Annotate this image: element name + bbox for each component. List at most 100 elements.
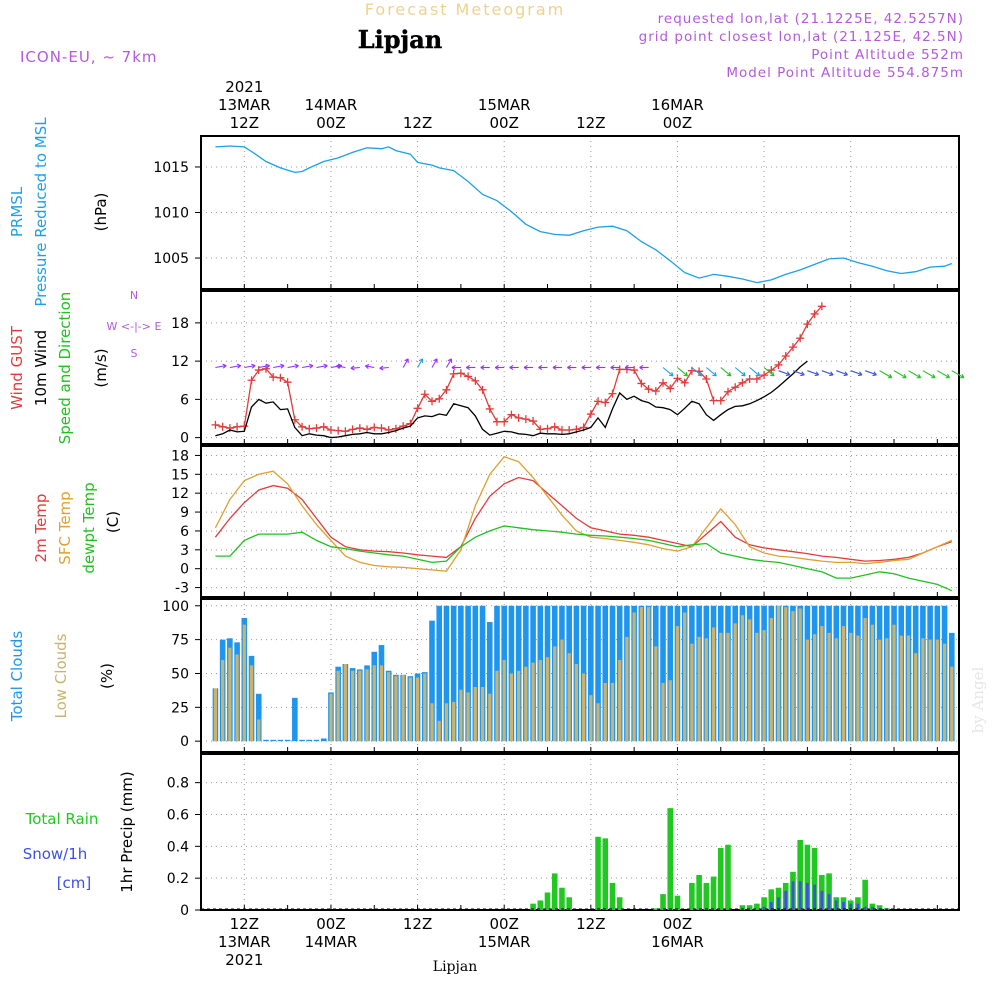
- bottom-axis-label: 13MAR: [218, 933, 271, 951]
- cloud-total-bar: [667, 605, 674, 742]
- gust-marker: [456, 369, 465, 378]
- rain-bar: [566, 897, 572, 910]
- cloud-low-bar: [336, 670, 340, 742]
- rain-bar: [717, 847, 724, 910]
- sfc-label: SFC Temp: [56, 491, 74, 564]
- rain-bar: [746, 905, 753, 910]
- snow-bar: [784, 890, 788, 910]
- wind-arrow: [417, 358, 424, 368]
- gust-marker: [709, 396, 718, 405]
- wind-arrow: [836, 370, 848, 376]
- cloud-total-bar: [580, 605, 587, 742]
- gust-marker: [312, 424, 321, 433]
- cloud-low-bar: [545, 657, 550, 742]
- gust-marker: [774, 360, 783, 369]
- pressure-label-long: Pressure Reduced to MSL: [32, 117, 50, 307]
- wind-arrow-head: [433, 358, 438, 363]
- cloud-low-bar: [769, 617, 773, 742]
- cloud-low-bar: [473, 687, 477, 742]
- gust-marker: [485, 404, 494, 413]
- wind-arrow: [215, 365, 227, 369]
- gust-marker: [420, 390, 429, 399]
- gust-marker: [319, 422, 328, 431]
- gust-marker: [659, 378, 668, 387]
- gust-marker: [594, 397, 603, 406]
- gust-marker: [738, 378, 747, 387]
- cloud-low-bar: [921, 638, 925, 742]
- wind-arrow: [720, 367, 732, 377]
- gust-marker: [334, 426, 343, 435]
- wind-arrow: [301, 365, 313, 369]
- y-tick-label: 15: [171, 467, 189, 483]
- cloud-low-bar: [791, 611, 795, 742]
- wind-arrow-head: [741, 371, 746, 377]
- y-tick-label: 0: [180, 734, 189, 750]
- wind-arrow-head: [294, 363, 299, 369]
- cloud-low-bar: [632, 612, 636, 742]
- cloud-low-bar: [625, 636, 629, 742]
- y-tick-label: 50: [171, 666, 189, 682]
- series-line-1: [215, 145, 953, 284]
- cloud-low-bar: [863, 617, 867, 742]
- rain-bar: [768, 889, 775, 910]
- cloud-low-bar: [711, 627, 716, 742]
- cloud-low-bar: [892, 624, 896, 742]
- cloud-total-bar: [284, 739, 291, 742]
- cloud-low-bar: [444, 703, 449, 742]
- rain-label: Total Rain: [25, 810, 99, 828]
- gust-marker: [521, 415, 530, 424]
- cloud-total-bar: [609, 605, 616, 742]
- y-tick-label: 1005: [153, 251, 189, 267]
- snow-bar: [806, 882, 809, 910]
- gust-marker: [507, 410, 516, 419]
- wind-arrow: [379, 366, 389, 369]
- gust-marker: [760, 371, 769, 380]
- cloud-low-bar: [654, 646, 658, 742]
- cloud-low-bar: [524, 666, 528, 742]
- snow-bar: [834, 900, 838, 910]
- gust-marker: [435, 394, 444, 403]
- cloud-low-bar: [553, 646, 557, 742]
- y-tick-label: 6: [180, 524, 189, 540]
- wind-arrow-head: [829, 371, 834, 377]
- cloud-total-bar: [306, 739, 313, 742]
- wind-arrow: [807, 370, 819, 376]
- bottom-axis-label: 12Z: [230, 915, 259, 933]
- gust-marker: [557, 425, 566, 434]
- wind-arrow-head: [494, 364, 499, 371]
- gust-marker: [680, 378, 689, 387]
- wind-arrow: [445, 358, 452, 368]
- wind-arrow: [951, 370, 965, 379]
- gust-marker: [731, 383, 740, 392]
- y-tick-label: 0.8: [167, 776, 189, 792]
- cloud-low-bar: [755, 632, 759, 742]
- wind-arrow: [336, 365, 346, 369]
- wind-arrow-head: [872, 371, 877, 377]
- gust-marker: [796, 334, 805, 343]
- cloud-low-bar: [726, 632, 730, 742]
- rain-bar: [862, 879, 868, 910]
- cloud-low-bar: [351, 670, 355, 742]
- snow-bar: [863, 906, 867, 910]
- cloud-low-bar: [589, 695, 593, 742]
- pressure-unit: (hPa): [92, 193, 110, 232]
- gust-marker: [716, 396, 725, 405]
- rain-bar: [616, 897, 623, 910]
- rain-bar: [725, 844, 731, 910]
- wind-arrow-head: [785, 371, 791, 377]
- gust-marker: [817, 302, 826, 311]
- dew-label: dewpt Temp: [80, 482, 98, 573]
- wind-arrow-head: [538, 364, 543, 371]
- y-tick-label: 12: [171, 354, 189, 370]
- rain-bar: [876, 905, 883, 910]
- bottom-axis-label: 14MAR: [305, 933, 358, 951]
- wind-arrow-head: [959, 373, 965, 379]
- cloud-low-bar: [928, 639, 932, 742]
- snow-bar: [820, 890, 824, 910]
- panel-2: 0 6 12 18: [171, 290, 965, 447]
- wind-arrow-head: [726, 371, 732, 377]
- cloud-low-bar: [798, 608, 802, 742]
- wind-arrow-head: [404, 358, 409, 363]
- snow-unit: [cm]: [57, 874, 92, 892]
